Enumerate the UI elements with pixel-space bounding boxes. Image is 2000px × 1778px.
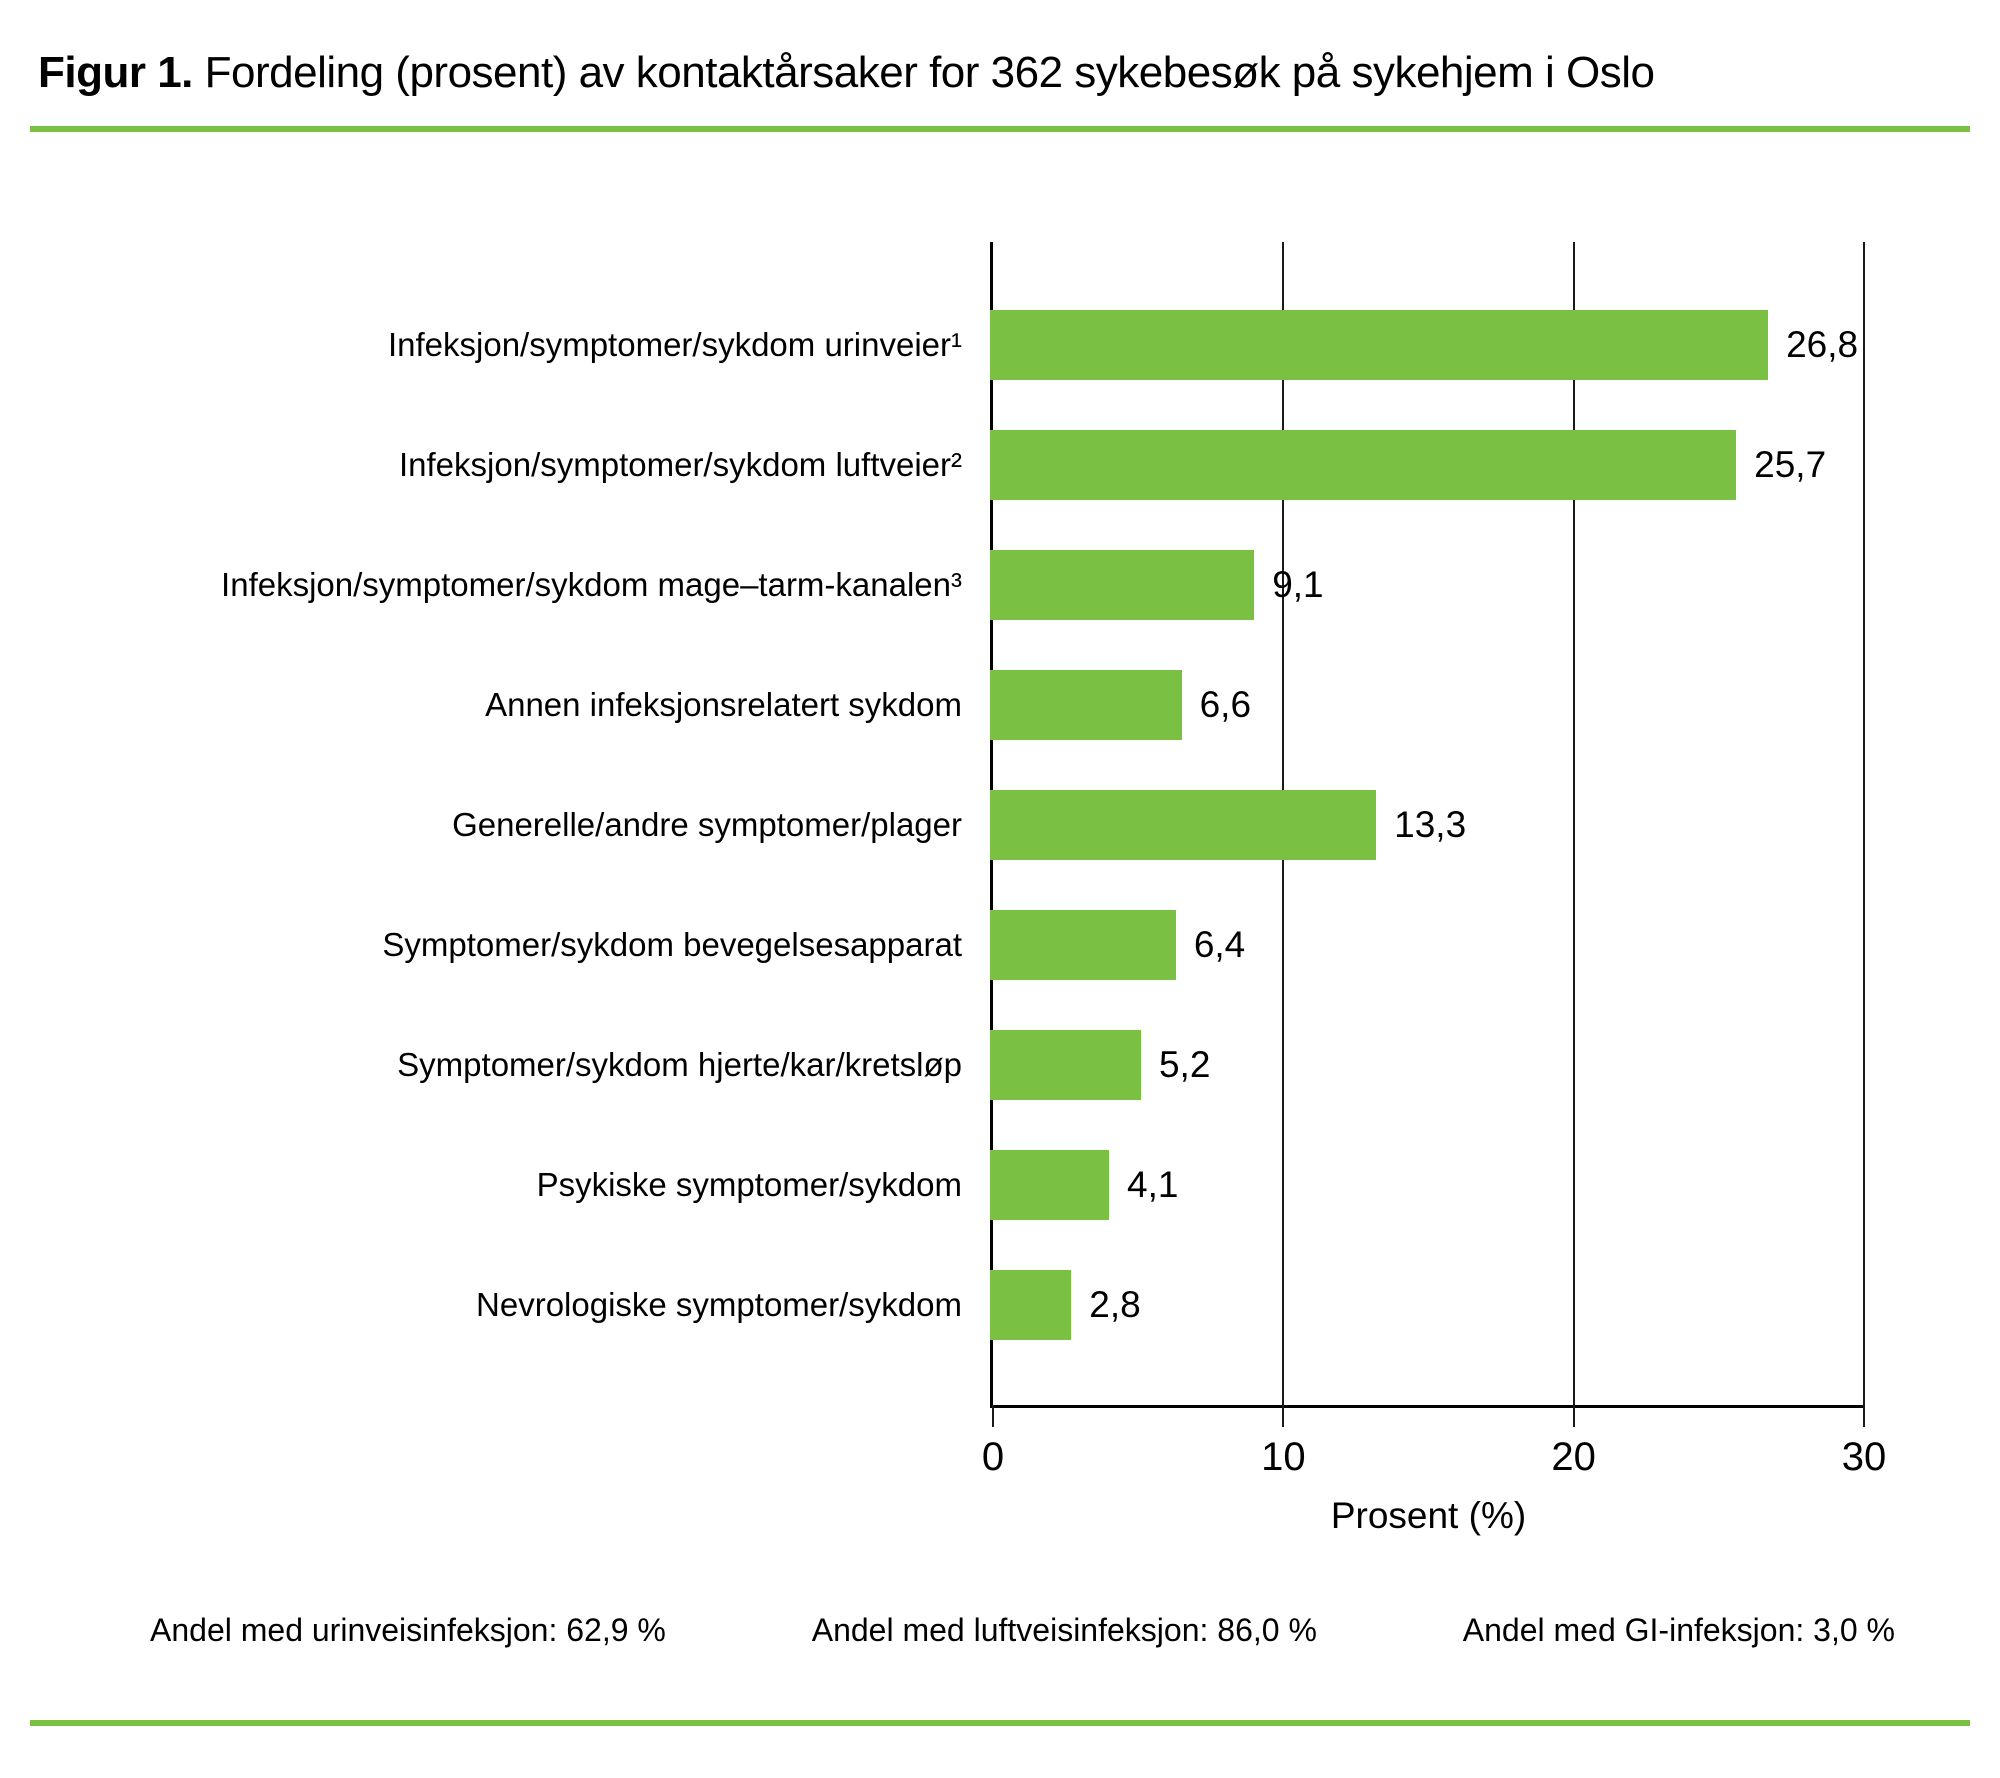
bar-row: Annen infeksjonsrelatert sykdom 6,6 [0, 645, 1861, 765]
footnote-urinveisinfeksjon: Andel med urinveisinfeksjon: 62,9 % [150, 1612, 666, 1648]
axis-tick-30 [1863, 1405, 1865, 1427]
gridline-20 [1572, 242, 1575, 1405]
axis-tick-label-20: 20 [1551, 1435, 1596, 1479]
bottom-divider [30, 1720, 1970, 1726]
category-label: Infeksjon/symptomer/sykdom mage–tarm-kan… [221, 566, 962, 604]
figure-title-text: Fordeling (prosent) av kontaktårsaker fo… [192, 48, 1655, 97]
figure-title-prefix: Figur 1. [38, 48, 193, 97]
footnotes: Andel med urinveisinfeksjon: 62,9 % Ande… [150, 1612, 1895, 1649]
bar [990, 430, 1737, 500]
category-label: Symptomer/sykdom bevegelsesapparat [382, 926, 962, 964]
axis-tick-10 [1282, 1405, 1285, 1427]
axis-tick-label-0: 0 [981, 1435, 1005, 1479]
bar-value-label: 4,1 [1127, 1164, 1179, 1205]
footnote-luftveisinfeksjon: Andel med luftveisinfeksjon: 86,0 % [811, 1612, 1317, 1648]
bar-track: 9,1 [990, 525, 1861, 645]
bar-track: 6,6 [990, 645, 1861, 765]
footnote-gi-infeksjon: Andel med GI-infeksjon: 3,0 % [1462, 1612, 1895, 1648]
category-label: Infeksjon/symptomer/sykdom luftveier² [398, 446, 962, 484]
bar [990, 910, 1176, 980]
bar-value-label: 26,8 [1786, 324, 1859, 365]
bar-value-label: 9,1 [1272, 564, 1324, 605]
bar-row: Generelle/andre symptomer/plager 13,3 [0, 765, 1861, 885]
bar-row: Infeksjon/symptomer/sykdom luftveier² 25,… [0, 405, 1861, 525]
bar-row: Infeksjon/symptomer/sykdom mage–tarm-kan… [0, 525, 1861, 645]
category-label: Annen infeksjonsrelatert sykdom [485, 686, 962, 724]
bar [990, 550, 1255, 620]
bar [990, 1150, 1110, 1220]
bar-track: 4,1 [990, 1125, 1861, 1245]
bar-row: Psykiske symptomer/sykdom 4,1 [0, 1125, 1861, 1245]
bar-value-label: 25,7 [1754, 444, 1827, 485]
bar-track: 2,8 [990, 1245, 1861, 1365]
category-label: Infeksjon/symptomer/sykdom urinveier¹ [387, 326, 962, 364]
axis-tick-label-30: 30 [1841, 1435, 1887, 1479]
bar [990, 310, 1769, 380]
axis-tick-0 [992, 1405, 994, 1427]
top-divider [30, 126, 1970, 132]
bar-value-label: 6,6 [1199, 684, 1252, 725]
axis-tick-label-10: 10 [1261, 1435, 1306, 1479]
bar-row: Symptomer/sykdom bevegelsesapparat 6,4 [0, 885, 1861, 1005]
bar-value-label: 13,3 [1394, 804, 1467, 845]
bar-row: Symptomer/sykdom hjerte/kar/kretsløp 5,2 [0, 1005, 1861, 1125]
category-label: Psykiske symptomer/sykdom [536, 1166, 962, 1204]
bar-track: 13,3 [990, 765, 1861, 885]
axis-tick-20 [1572, 1405, 1575, 1427]
bar-value-label: 6,4 [1193, 924, 1246, 965]
bar [990, 1270, 1072, 1340]
bar-track: 6,4 [990, 885, 1861, 1005]
bar-track: 26,8 [990, 285, 1861, 405]
category-label: Nevrologiske symptomer/sykdom [476, 1286, 962, 1324]
bar-track: 5,2 [990, 1005, 1861, 1125]
x-axis-label: Prosent (%) [1330, 1495, 1527, 1536]
figure-title: Figur 1. Fordeling (prosent) av kontaktå… [38, 48, 1655, 98]
category-label: Symptomer/sykdom hjerte/kar/kretsløp [397, 1046, 962, 1084]
bar-row: Nevrologiske symptomer/sykdom 2,8 [0, 1245, 1861, 1365]
bar-value-label: 2,8 [1089, 1284, 1141, 1325]
gridline-30 [1863, 242, 1865, 1405]
bar-value-label: 5,2 [1158, 1044, 1211, 1085]
bar [990, 1030, 1141, 1100]
bar-rows: Infeksjon/symptomer/sykdom urinveier¹ 26,… [0, 285, 1861, 1365]
bar-track: 25,7 [990, 405, 1861, 525]
category-label: Generelle/andre symptomer/plager [452, 806, 962, 844]
bar [990, 670, 1182, 740]
bar-row: Infeksjon/symptomer/sykdom urinveier¹ 26,… [0, 285, 1861, 405]
bar [990, 790, 1377, 860]
